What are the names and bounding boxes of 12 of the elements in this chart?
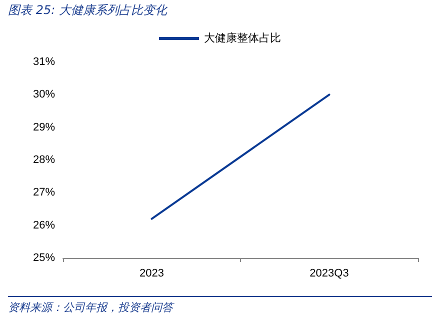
y-tick-label: 31% (32, 56, 56, 68)
x-tick-label: 2023 (140, 268, 164, 280)
y-tick-label: 25% (32, 252, 56, 264)
y-tick-label: 27% (32, 186, 56, 199)
y-tick-label: 29% (32, 121, 56, 134)
y-tick-label: 30% (32, 88, 56, 101)
text: 资料来源：公司年报，投资者问答 (8, 300, 173, 315)
x-tick-label: 2023Q3 (310, 268, 349, 280)
legend-label: 大健康整体占比 (204, 32, 281, 44)
y-tick-label: 28% (32, 154, 56, 166)
chart-title: 图表 25: 大健康系列占比变化 (8, 2, 167, 19)
y-tick-label: 26% (32, 219, 56, 232)
